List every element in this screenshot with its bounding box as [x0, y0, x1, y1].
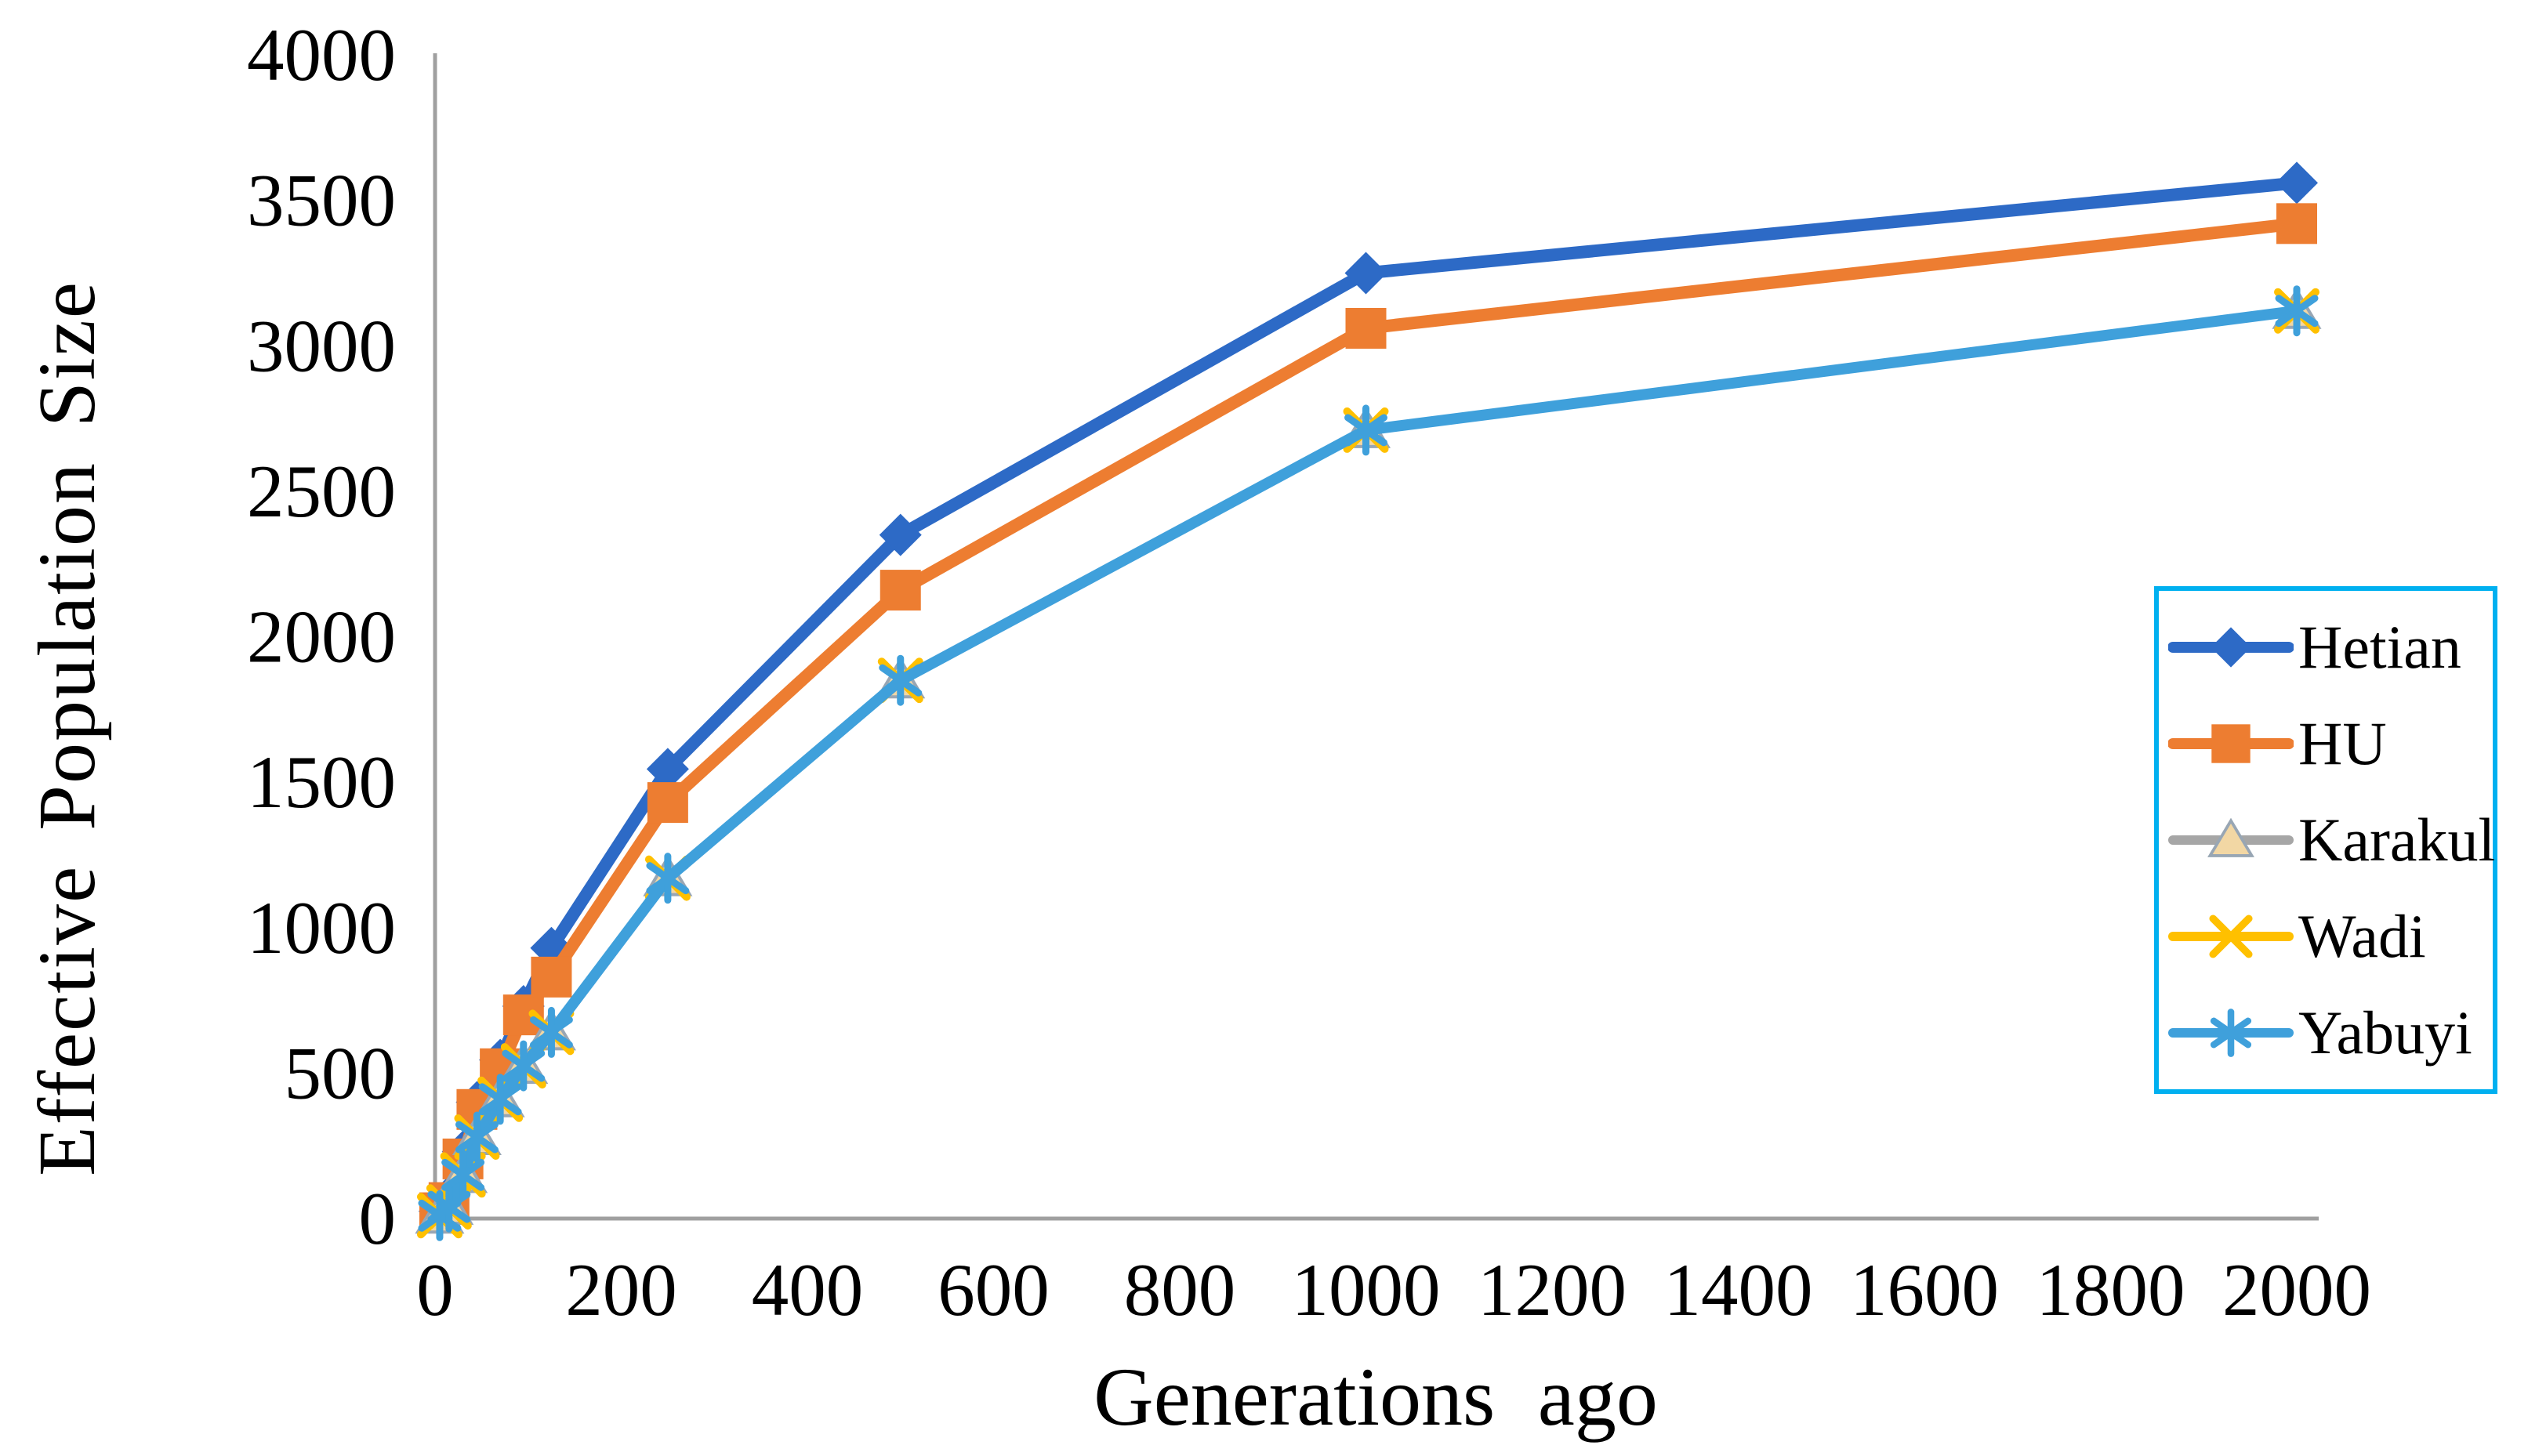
- x-axis-title: Generations ago: [1094, 1351, 1658, 1443]
- data-point-marker: [441, 1149, 485, 1201]
- data-point-marker: [2275, 285, 2319, 337]
- data-point-marker: [2210, 1009, 2252, 1058]
- x-tick-label: 200: [565, 1248, 677, 1331]
- y-tick-label: 4000: [247, 13, 396, 96]
- legend-label-karakul: Karakul: [2298, 805, 2496, 874]
- data-point-marker: [455, 1111, 499, 1163]
- data-point-marker: [529, 1006, 573, 1058]
- y-axis-title-text: Effective Population Size: [21, 280, 112, 1176]
- y-tick-label: 2000: [247, 596, 396, 679]
- data-point-marker: [2211, 724, 2251, 763]
- data-point-marker: [2209, 915, 2253, 958]
- wadi-line-swatch: [2168, 915, 2294, 958]
- data-point-marker: [2276, 161, 2318, 205]
- legend-label-hu: HU: [2298, 708, 2387, 777]
- data-point-marker: [2276, 203, 2317, 244]
- data-point-marker: [879, 654, 923, 706]
- axis-lines: [433, 53, 2319, 1221]
- y-tick-label: 2500: [247, 450, 396, 533]
- legend-item-yabuyi: Yabuyi: [2168, 987, 2493, 1078]
- data-point-marker: [1345, 307, 1387, 349]
- y-tick-label: 3500: [247, 159, 396, 242]
- hu-line-swatch: [2168, 724, 2294, 763]
- y-tick-label: 1500: [247, 741, 396, 824]
- data-point-marker: [531, 956, 572, 998]
- x-tick-label: 1200: [1478, 1248, 1627, 1331]
- x-tick-label: 1800: [2037, 1248, 2185, 1331]
- y-tick-label: 500: [285, 1031, 397, 1114]
- x-tick-label: 2000: [2222, 1248, 2371, 1331]
- y-axis-title: Effective Population Size: [8, 0, 125, 1456]
- data-point-marker: [646, 748, 689, 791]
- data-point-marker: [646, 853, 690, 904]
- x-tick-label: 400: [752, 1248, 864, 1331]
- data-point-marker: [478, 1074, 522, 1125]
- legend: Hetian HU Karakul Wadi Yabuyi: [2154, 586, 2497, 1094]
- legend-label-hetian: Hetian: [2298, 612, 2461, 681]
- data-point-marker: [2211, 626, 2251, 668]
- legend-label-wadi: Wadi: [2298, 902, 2426, 971]
- data-point-marker: [880, 570, 921, 611]
- yabuyi-line-swatch: [2168, 1009, 2294, 1058]
- legend-item-wadi: Wadi: [2168, 891, 2493, 982]
- legend-item-karakul: Karakul: [2168, 795, 2496, 886]
- x-tick-label: 0: [416, 1248, 454, 1331]
- x-tick-label: 600: [938, 1248, 1050, 1331]
- data-point-marker: [879, 513, 922, 556]
- legend-label-yabuyi: Yabuyi: [2298, 998, 2472, 1067]
- x-tick-label: 1600: [1850, 1248, 1999, 1331]
- data-point-marker: [1344, 404, 1387, 456]
- y-tick-label: 0: [359, 1177, 397, 1260]
- x-tick-label: 800: [1124, 1248, 1236, 1331]
- data-point-marker: [647, 782, 688, 824]
- data-point-marker: [2207, 817, 2254, 857]
- hetian-line-swatch: [2168, 626, 2294, 668]
- x-tick-label: 1400: [1664, 1248, 1813, 1331]
- x-tick-label: 1000: [1292, 1248, 1441, 1331]
- legend-item-hu: HU: [2168, 698, 2493, 789]
- karakul-line-swatch: [2168, 817, 2294, 857]
- data-point-marker: [502, 1040, 546, 1092]
- y-tick-label: 3000: [247, 304, 396, 387]
- data-point-marker: [1344, 252, 1387, 295]
- legend-item-hetian: Hetian: [2168, 602, 2493, 693]
- y-tick-label: 1000: [247, 886, 396, 969]
